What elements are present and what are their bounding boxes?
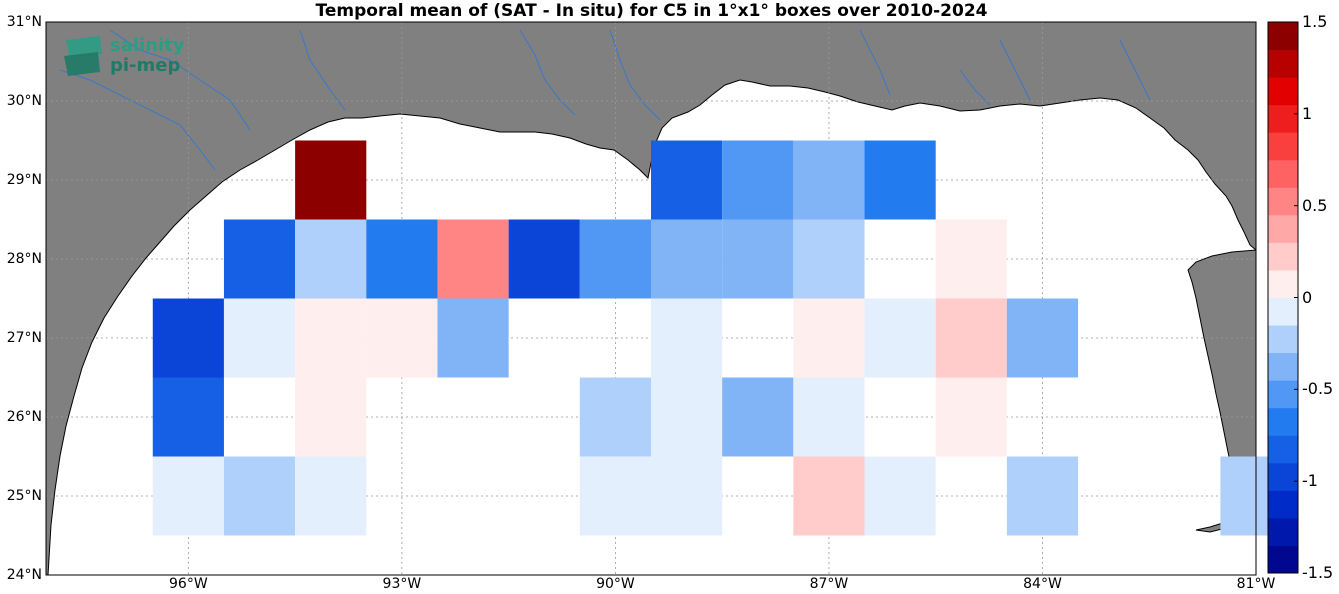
longitude-tick-label: 81°W: [1236, 576, 1276, 592]
latitude-tick-label: 30°N: [6, 93, 42, 109]
colorbar-segment: [1268, 517, 1298, 546]
heatmap-cell: [366, 298, 438, 378]
heatmap-cell: [152, 377, 224, 457]
heatmap-cell: [1006, 298, 1079, 378]
heatmap-cell: [793, 456, 865, 536]
longitude-tick-label: 84°W: [1023, 576, 1062, 592]
colorbar-segment: [1268, 104, 1298, 133]
map-title: Temporal mean of (SAT - In situ) for C5 …: [315, 1, 988, 21]
colorbar-segment: [1268, 77, 1298, 106]
heatmap-cell: [152, 456, 224, 536]
heatmap-cell: [793, 377, 865, 457]
heatmap-cell: [579, 456, 651, 536]
heatmap-cell: [935, 377, 1007, 457]
heatmap-cell: [295, 377, 367, 457]
heatmap-cell: [935, 219, 1007, 299]
colorbar-segment: [1268, 49, 1298, 78]
logo-icon: [64, 36, 102, 76]
heatmap-cell: [152, 298, 224, 378]
heatmap-cell: [651, 377, 723, 457]
heatmap-cell: [651, 219, 723, 299]
heatmap-cell: [651, 298, 723, 378]
colorbar-frame: [1267, 21, 1299, 574]
heatmap-cell: [651, 140, 723, 220]
heatmap-cell: [508, 219, 580, 299]
colorbar-segment: [1268, 22, 1298, 51]
latitude-tick-label: 24°N: [6, 567, 42, 583]
heatmap-cell: [295, 140, 367, 220]
colorbar-segment: [1268, 325, 1298, 354]
heatmap-cell: [223, 219, 296, 299]
heatmap-cell: [651, 456, 723, 536]
colorbar-segment: [1268, 159, 1298, 188]
colorbar-segment: [1268, 187, 1298, 216]
colorbar-tick-label: 1: [1302, 103, 1313, 123]
colorbar-segment: [1268, 132, 1298, 161]
heatmap-cell: [793, 298, 865, 378]
colorbar-segment: [1268, 435, 1298, 464]
heatmap-cell: [793, 219, 865, 299]
colorbar-tick-label: 0.5: [1302, 195, 1328, 215]
heatmap-cell: [793, 140, 865, 220]
longitude-tick-label: 90°W: [596, 576, 635, 592]
longitude-tick-label: 87°W: [809, 576, 849, 592]
heatmap-cell: [722, 140, 794, 220]
heatmap-cell: [295, 219, 367, 299]
colorbar-segment: [1268, 490, 1298, 519]
map-frame: [45, 21, 1257, 576]
logo-text-line1: salinity: [110, 35, 185, 56]
heatmap-cell: [864, 456, 936, 536]
heatmap-cells: [152, 140, 1292, 536]
colorbar-segment: [1268, 545, 1298, 574]
heatmap-cell: [366, 219, 438, 299]
colorbar-tick-label: 0: [1302, 287, 1313, 307]
colorbar-tick-label: 1.5: [1302, 12, 1328, 31]
heatmap-cell: [864, 140, 936, 220]
colorbar-tick-label: -1.5: [1302, 563, 1334, 582]
colorbar-segment: [1268, 242, 1298, 271]
colorbar-tick-label: -1: [1302, 471, 1318, 491]
colorbar-tick-label: -0.5: [1302, 379, 1334, 399]
colorbar-segment: [1268, 352, 1298, 381]
heatmap-cell: [722, 219, 794, 299]
heatmap-cell: [864, 298, 936, 378]
latitude-tick-label: 28°N: [6, 251, 42, 267]
rivers: [59, 29, 1151, 171]
heatmap-cell: [223, 456, 296, 536]
heatmap-cell: [223, 298, 296, 378]
colorbar-segment: [1268, 269, 1298, 298]
heatmap-cell: [935, 298, 1007, 378]
heatmap-cell: [437, 219, 509, 299]
colorbar: [1268, 21, 1298, 574]
latitude-tick-label: 29°N: [6, 172, 42, 188]
heatmap-cell: [437, 298, 509, 378]
colorbar-segment: [1268, 380, 1298, 409]
colorbar-segment: [1268, 462, 1298, 491]
colorbar-segment: [1268, 297, 1298, 326]
logo-text-line2: pi-mep: [110, 55, 181, 76]
latitude-tick-label: 27°N: [6, 330, 42, 346]
heatmap-cell: [722, 377, 794, 457]
latitude-tick-label: 26°N: [6, 409, 42, 425]
colorbar-segment: [1268, 407, 1298, 436]
longitude-tick-label: 93°W: [382, 576, 422, 592]
heatmap-cell: [579, 377, 651, 457]
heatmap-cell: [295, 298, 367, 378]
longitude-tick-label: 96°W: [169, 576, 208, 592]
colorbar-segment: [1268, 214, 1298, 243]
heatmap-cell: [1006, 456, 1079, 536]
latitude-tick-label: 25°N: [6, 488, 42, 504]
heatmap-cell: [295, 456, 367, 536]
heatmap-cell: [579, 219, 651, 299]
latitude-tick-label: 31°N: [6, 14, 42, 30]
